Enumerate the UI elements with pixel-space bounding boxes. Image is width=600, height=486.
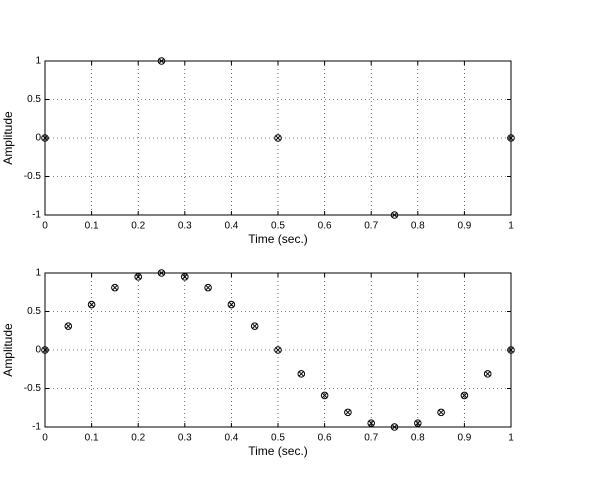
marker	[134, 273, 142, 281]
x-tick-label: 0.7	[364, 221, 378, 232]
x-tick-label: 0.3	[178, 433, 192, 444]
y-tick-label: -1	[32, 210, 41, 221]
y-axis-label: Amplitude	[1, 323, 15, 377]
marker	[157, 269, 166, 277]
marker	[390, 423, 399, 431]
marker	[437, 408, 445, 417]
x-tick-label: 0.6	[318, 221, 332, 232]
y-tick-label: -0.5	[24, 383, 42, 394]
marker	[227, 300, 236, 309]
marker	[367, 419, 376, 427]
marker	[320, 391, 329, 400]
marker	[111, 283, 119, 292]
marker	[181, 273, 189, 281]
marker	[414, 419, 422, 427]
y-tick-label: 1	[35, 268, 41, 279]
y-tick-label: 0.5	[27, 94, 41, 105]
x-tick-label: 1	[508, 433, 514, 444]
marker	[460, 391, 469, 400]
axes: 0 0.1 0.2 0.3 0.4 0.5 0.6 0.7 0.8 0.9 1 -1 -0.5 0 0.5 1…	[1, 268, 515, 458]
y-axis-label: Amplitude	[1, 111, 15, 165]
y-tick-label: 0.5	[27, 306, 41, 317]
y-tick-label: 0	[35, 345, 41, 356]
x-tick-label: 0.9	[457, 433, 471, 444]
axes: 0 0.1 0.2 0.3 0.4 0.5 0.6 0.7 0.8 0.9 1 -1 -0.5 0 0.5 1…	[1, 56, 515, 246]
marker	[507, 134, 515, 142]
marker	[41, 134, 49, 142]
x-tick-label: 0	[42, 221, 48, 232]
x-tick-label: 0.5	[271, 433, 285, 444]
x-tick-label: 0.8	[411, 433, 425, 444]
marker	[507, 346, 515, 354]
y-tick-label: 0	[35, 133, 41, 144]
marker	[483, 370, 492, 378]
marker	[274, 346, 282, 354]
marker	[274, 134, 282, 142]
marker	[87, 300, 96, 309]
x-tick-label: 0.1	[85, 433, 99, 444]
marker	[64, 322, 73, 330]
x-tick-label: 0.3	[178, 221, 192, 232]
x-tick-label: 0.2	[131, 221, 145, 232]
marker	[250, 322, 259, 330]
x-tick-label: 0.8	[411, 221, 425, 232]
marker	[297, 370, 306, 378]
x-tick-label: 0.6	[318, 433, 332, 444]
marker	[41, 346, 49, 354]
x-tick-label: 1	[508, 221, 514, 232]
x-tick-label: 0	[42, 433, 48, 444]
x-tick-label: 0.7	[364, 433, 378, 444]
marker	[204, 283, 212, 292]
x-axis-label: Time (sec.)	[248, 232, 308, 246]
y-tick-label: -1	[32, 422, 41, 433]
x-axis-label: Time (sec.)	[248, 444, 308, 458]
x-tick-label: 0.1	[85, 221, 99, 232]
x-tick-label: 0.4	[224, 221, 238, 232]
x-tick-label: 0.9	[457, 221, 471, 232]
marker	[390, 211, 399, 219]
x-tick-label: 0.4	[224, 433, 238, 444]
y-tick-label: -0.5	[24, 171, 42, 182]
x-tick-label: 0.5	[271, 221, 285, 232]
marker	[344, 408, 352, 417]
marker	[157, 57, 166, 65]
y-tick-label: 1	[35, 56, 41, 67]
x-tick-label: 0.2	[131, 433, 145, 444]
